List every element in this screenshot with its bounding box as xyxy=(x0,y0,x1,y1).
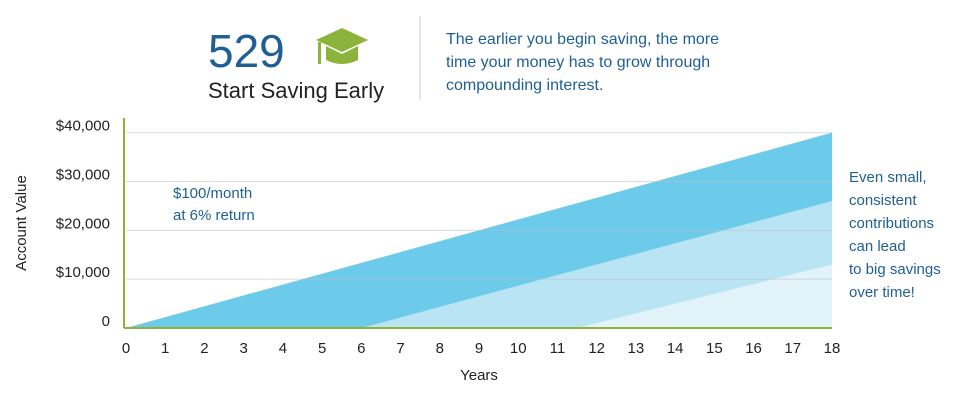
x-axis-label: Years xyxy=(460,367,498,384)
x-tick-label: 17 xyxy=(784,340,801,357)
x-tick-label: 4 xyxy=(279,340,287,357)
annotation: $100/month xyxy=(173,185,252,202)
x-tick-label: 9 xyxy=(475,340,483,357)
x-tick-label: 16 xyxy=(745,340,762,357)
y-tick-label: $10,000 xyxy=(56,264,110,281)
x-tick-label: 12 xyxy=(588,340,605,357)
x-tick-label: 2 xyxy=(200,340,208,357)
annotation: at 6% return xyxy=(173,207,255,224)
cap-icon xyxy=(316,28,368,64)
x-tick-label: 15 xyxy=(706,340,723,357)
side-note: consistent xyxy=(849,192,917,209)
y-tick-label: $20,000 xyxy=(56,215,110,232)
area xyxy=(577,264,832,328)
x-tick-label: 18 xyxy=(824,340,841,357)
x-tick-label: 8 xyxy=(436,340,444,357)
x-tick-label: 10 xyxy=(510,340,527,357)
x-tick-label: 13 xyxy=(628,340,645,357)
side-note: to big savings xyxy=(849,261,941,278)
y-tick-label: $40,000 xyxy=(56,118,110,135)
y-axis-label: Account Value xyxy=(13,175,30,271)
x-tick-label: 11 xyxy=(550,340,566,357)
x-tick-label: 3 xyxy=(239,340,247,357)
side-note: Even small, xyxy=(849,169,927,186)
x-tick-label: 5 xyxy=(318,340,326,357)
x-tick-label: 0 xyxy=(122,340,130,357)
subtitle: Start Saving Early xyxy=(208,78,384,103)
y-tick-label: $30,000 xyxy=(56,166,110,183)
side-note: over time! xyxy=(849,284,915,301)
chart-title: 529 xyxy=(208,25,285,77)
y-tick-label: 0 xyxy=(102,313,110,330)
x-tick-label: 14 xyxy=(667,340,684,357)
description: compounding interest. xyxy=(446,77,603,94)
x-tick-label: 1 xyxy=(161,340,169,357)
description: time your money has to grow through xyxy=(446,54,710,71)
description: The earlier you begin saving, the more xyxy=(446,31,719,48)
side-note: can lead xyxy=(849,238,906,255)
side-note: contributions xyxy=(849,215,934,232)
x-tick-label: 7 xyxy=(396,340,404,357)
x-tick-label: 6 xyxy=(357,340,365,357)
